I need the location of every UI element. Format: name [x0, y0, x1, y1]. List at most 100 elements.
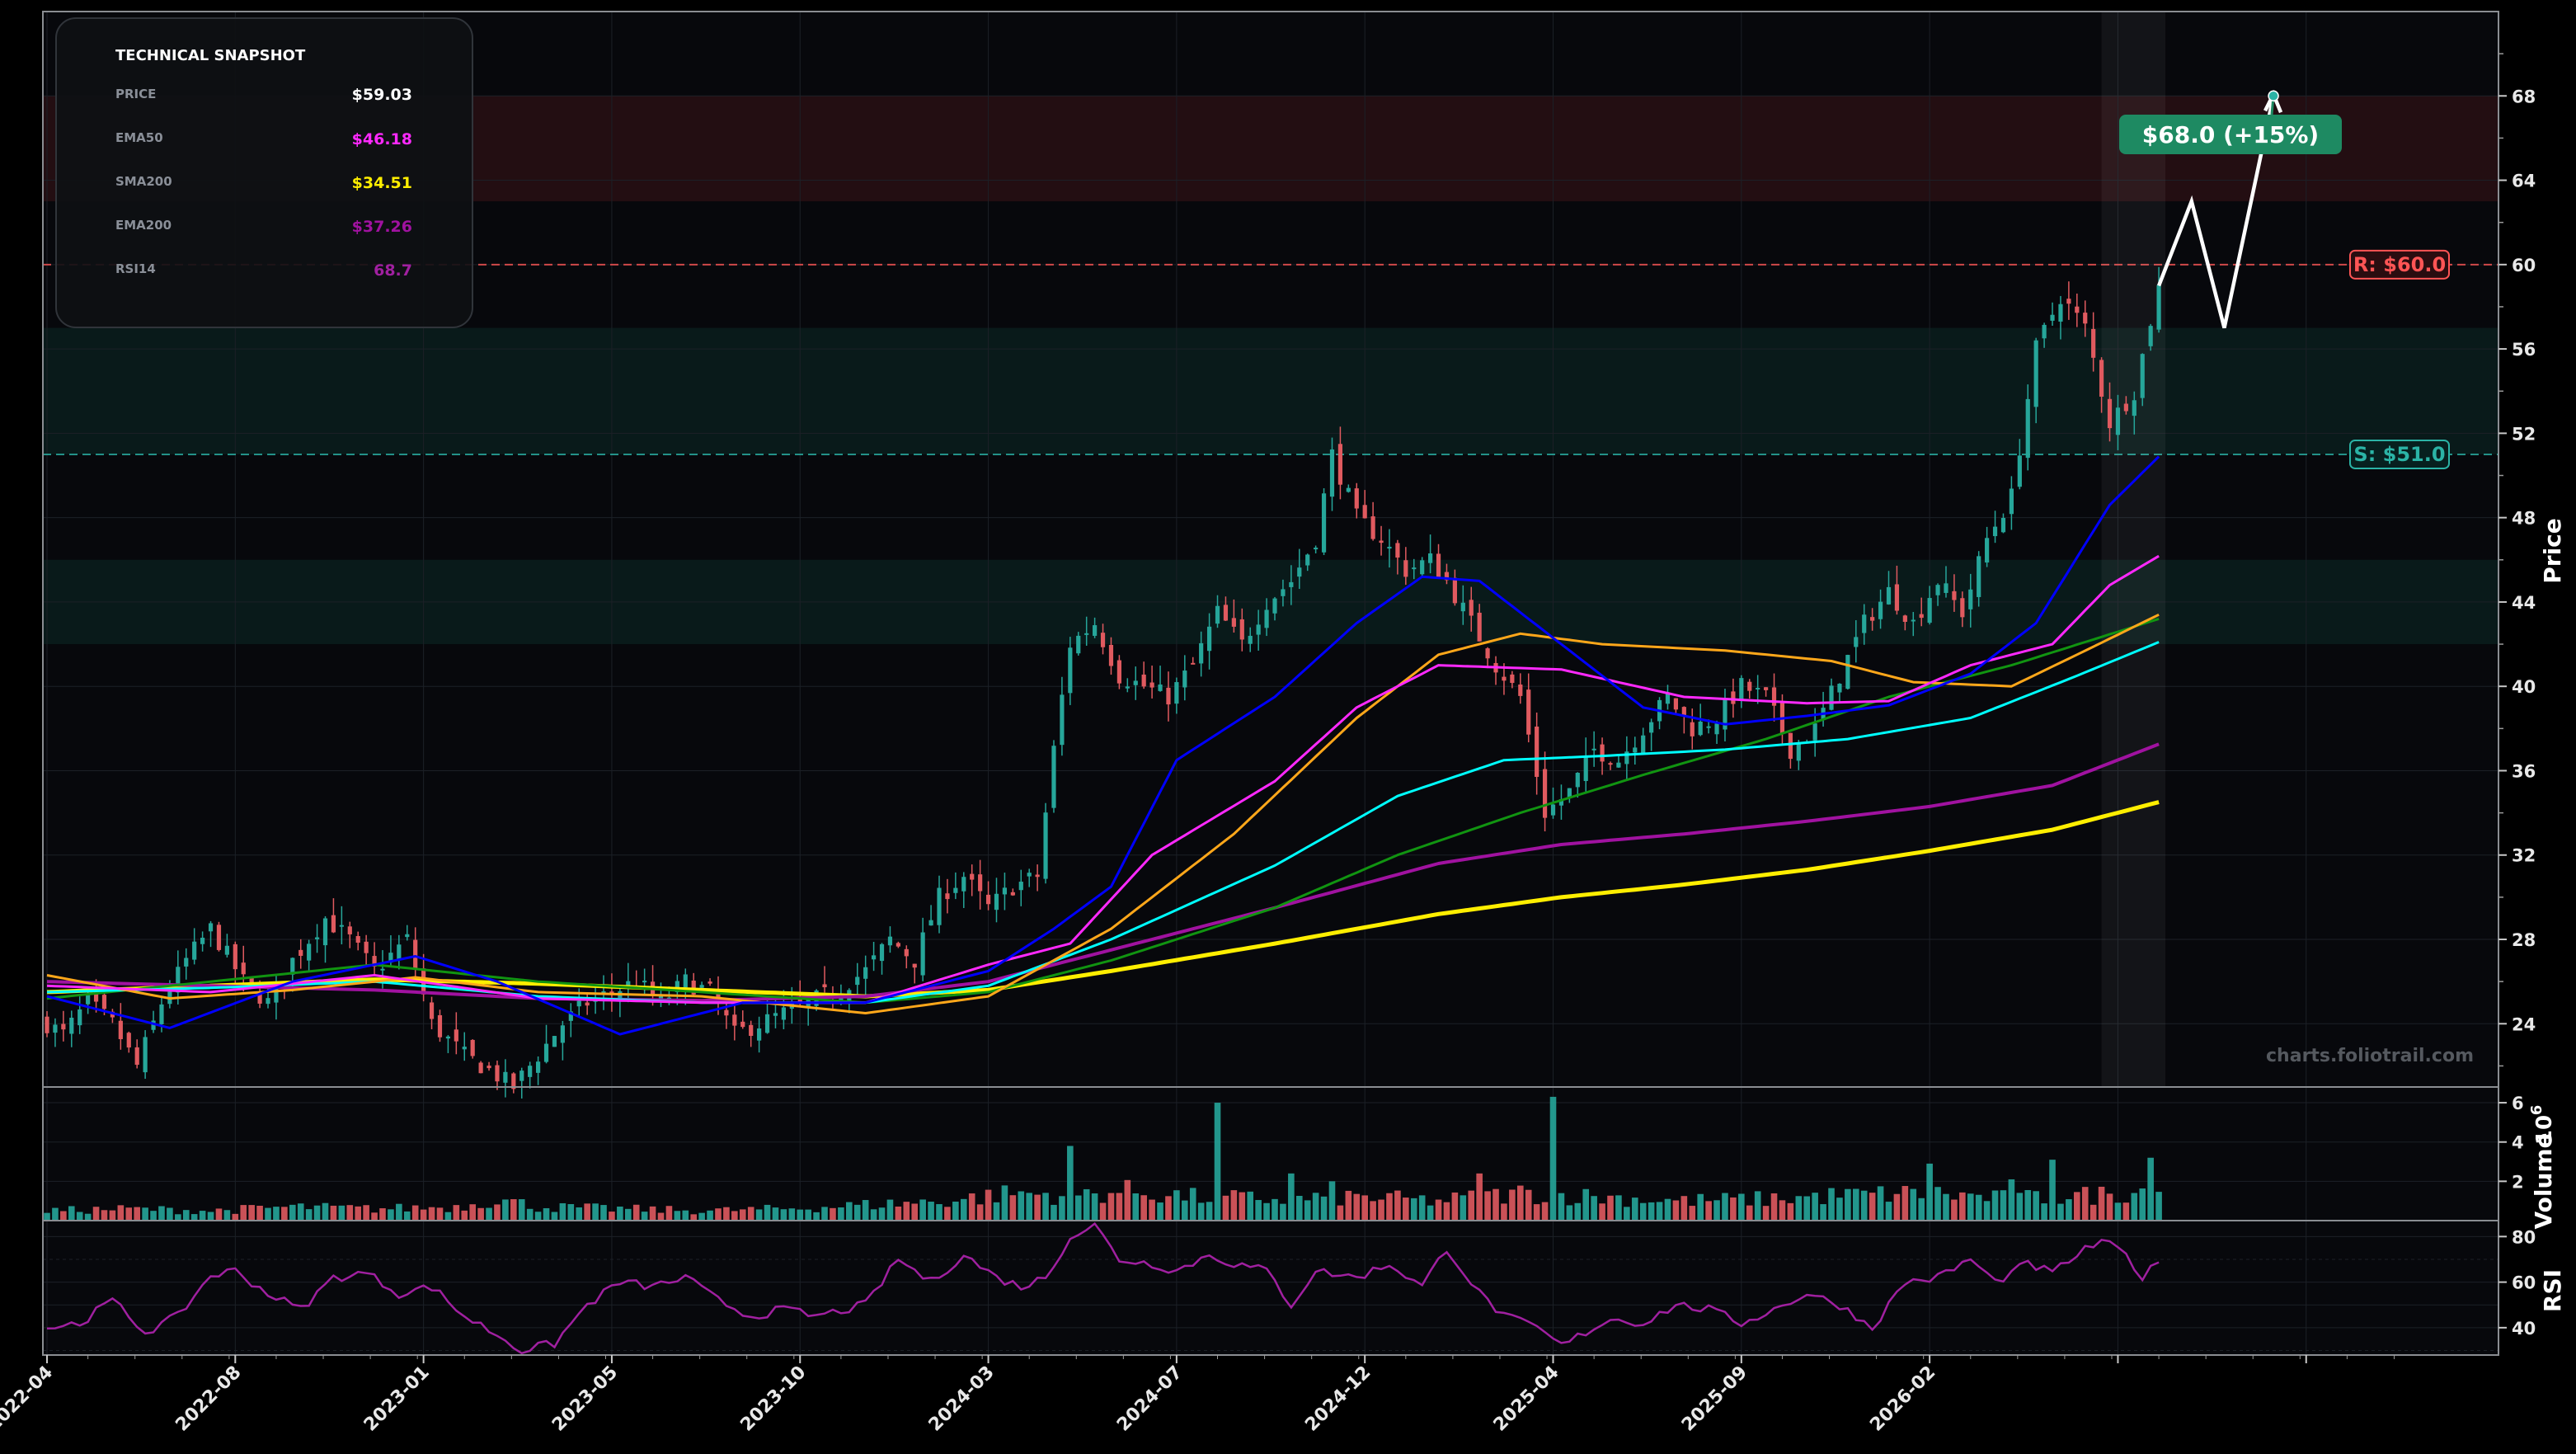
volume-bar	[665, 1206, 673, 1221]
volume-bar	[142, 1207, 148, 1221]
volume-bar	[355, 1206, 362, 1221]
volume-bar	[1427, 1205, 1434, 1221]
candle-body	[339, 925, 344, 927]
candle-body	[985, 894, 991, 905]
volume-bar	[1959, 1192, 1966, 1221]
volume-bar	[1247, 1191, 1254, 1221]
rsi-tick-label: 80	[2512, 1227, 2536, 1247]
volume-bar	[1705, 1201, 1712, 1221]
candle-body	[928, 920, 933, 926]
volume-bar	[617, 1207, 623, 1221]
volume-bar	[576, 1207, 583, 1221]
candle-body	[1665, 693, 1671, 704]
candle-body	[1542, 769, 1548, 818]
candle-body	[879, 943, 885, 962]
candle-body	[871, 955, 877, 960]
snapshot-row-label: PRICE	[115, 87, 156, 101]
volume-axis-label: Volume	[2530, 1132, 2557, 1229]
volume-bar	[1681, 1196, 1688, 1221]
volume-bar	[1067, 1146, 1074, 1221]
volume-bar	[846, 1202, 853, 1221]
volume-bar	[1926, 1163, 1933, 1221]
volume-bar	[1746, 1205, 1753, 1221]
candle-body	[536, 1061, 541, 1073]
volume-bar	[690, 1214, 698, 1221]
candle-body	[1256, 624, 1261, 635]
candle-body	[1149, 682, 1154, 688]
volume-bar	[1116, 1193, 1123, 1221]
volume-bar	[92, 1207, 100, 1221]
candle-body	[609, 991, 614, 994]
candle-body	[781, 1007, 786, 1020]
candle-body	[953, 887, 958, 893]
candle-body	[1370, 516, 1375, 539]
volume-bar	[797, 1209, 804, 1221]
candle-body	[101, 995, 107, 1009]
candle-body	[1911, 619, 1916, 622]
volume-bar	[1754, 1191, 1761, 1221]
volume-bar	[886, 1199, 894, 1221]
candle-body	[1756, 688, 1760, 690]
volume-bar	[289, 1204, 296, 1221]
candle-body	[1633, 747, 1638, 753]
candle-body	[1420, 560, 1425, 575]
candle-body	[1027, 873, 1032, 877]
volume-bar	[297, 1203, 304, 1221]
volume-bar	[526, 1208, 534, 1221]
candle-body	[224, 945, 229, 955]
candle-body	[126, 1033, 131, 1048]
candle-body	[1485, 648, 1490, 659]
candle-body	[1837, 684, 1842, 693]
candle-body	[2025, 398, 2030, 459]
candle-body	[86, 995, 91, 1005]
volume-bar	[2098, 1186, 2105, 1221]
snapshot-row-value: $37.26	[352, 218, 412, 236]
candle-body	[1346, 487, 1351, 492]
candle-body	[1281, 589, 1286, 596]
volume-bar	[1607, 1195, 1614, 1221]
volume-bar	[936, 1204, 942, 1221]
candle-body	[2042, 324, 2047, 339]
candle-body	[495, 1065, 500, 1082]
volume-bar	[1820, 1204, 1826, 1221]
candle-body	[1337, 444, 1343, 485]
price-tick-label: 48	[2512, 509, 2536, 529]
candle-body	[53, 1024, 58, 1033]
candle-body	[388, 953, 393, 963]
volume-bar	[1099, 1202, 1107, 1221]
candle-body	[1018, 882, 1023, 891]
volume-bar	[248, 1205, 255, 1221]
volume-bar	[1394, 1190, 1401, 1221]
candle-body	[1968, 589, 1973, 609]
volume-bar	[101, 1210, 108, 1221]
volume-bar	[1239, 1192, 1246, 1221]
candle-body	[2017, 455, 2022, 487]
volume-bar	[223, 1210, 231, 1221]
volume-bar	[125, 1207, 133, 1221]
volume-bar	[1574, 1202, 1582, 1221]
volume-bar	[1107, 1193, 1115, 1221]
volume-bar	[1582, 1188, 1590, 1221]
volume-bar	[109, 1210, 116, 1221]
candle-body	[626, 981, 631, 988]
candle-body	[454, 1029, 458, 1042]
candle-body	[1329, 449, 1335, 497]
volume-bar	[551, 1212, 558, 1221]
candle-body	[1068, 647, 1073, 694]
candle-body	[642, 981, 647, 983]
candle-body	[855, 976, 860, 986]
candle-body	[961, 877, 966, 892]
candle-body	[732, 1014, 737, 1026]
volume-bar	[322, 1202, 329, 1221]
volume-bar	[1869, 1193, 1876, 1221]
target-label: $68.0 (+15%)	[2142, 121, 2319, 148]
volume-bar	[469, 1204, 476, 1221]
volume-bar	[2106, 1193, 2113, 1221]
volume-bar	[510, 1199, 517, 1221]
candle-body	[208, 923, 214, 932]
volume-bar	[1934, 1187, 1941, 1221]
volume-bar	[911, 1203, 919, 1221]
volume-bar	[707, 1210, 713, 1221]
candle-body	[1141, 674, 1146, 687]
candle-body	[724, 1009, 729, 1016]
